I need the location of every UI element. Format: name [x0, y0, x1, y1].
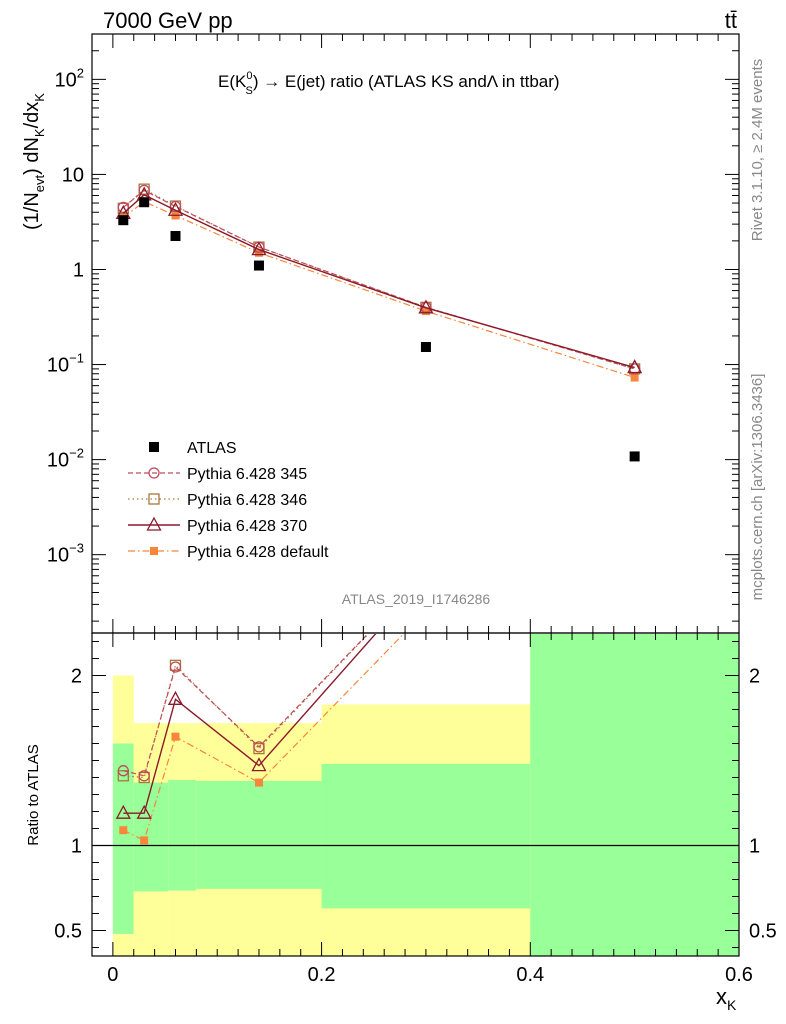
uncertainty-bands [92, 634, 739, 956]
legend-label-p370: Pythia 6.428 370 [187, 518, 307, 535]
ratio-point-p345-0 [117, 765, 129, 777]
main-point-pdef-4 [421, 307, 430, 316]
main-series-layer [115, 183, 643, 462]
main-point-p345-2 [169, 200, 182, 213]
legend-label-p345: Pythia 6.428 345 [187, 466, 307, 483]
main-ytick-label-1: 10−2 [47, 446, 84, 472]
ratio-series-layer [115, 569, 432, 845]
ratio-point-p370-1 [136, 804, 152, 819]
main-ytick-label-5: 102 [55, 65, 84, 91]
ratio-ytick-label-left-2: 2 [71, 666, 82, 688]
ratio-ytick-label-right-1: 1 [749, 836, 760, 858]
ratio-point-p345-2 [169, 661, 182, 673]
legend-marker-pdef [150, 547, 158, 555]
ratio-point-p345-3 [253, 741, 265, 753]
main-line-pdef [122, 201, 635, 379]
ratio-ytick-label-right-0: 0.5 [749, 921, 777, 943]
legend-marker-p346 [148, 493, 160, 505]
xtick-label-2: 0.4 [516, 964, 544, 986]
main-point-atlas-2 [170, 231, 181, 242]
mcplots-source-label: mcplots.cern.ch [arXiv:1306.3436] [749, 374, 766, 601]
main-point-pdef-3 [254, 248, 263, 257]
xtick-label-1: 0.2 [308, 964, 336, 986]
main-point-atlas-4 [420, 341, 431, 352]
x-axis-label: xK [716, 984, 737, 1013]
ratio-point-p345-4 [421, 569, 431, 579]
main-ytick-label-3: 1 [73, 259, 84, 281]
ratio-ytick-label-left-1: 1 [71, 836, 82, 858]
main-point-pdef-5 [630, 373, 639, 382]
legend-label-pdef: Pythia 6.428 default [187, 544, 329, 561]
xtick-label-0: 0 [107, 964, 118, 986]
header-process-label: tt̄ [725, 8, 737, 33]
main-y-axis-label: (1/Nevt) dNK/dxK [21, 93, 47, 230]
ratio-ytick-label-left-0: 0.5 [54, 921, 82, 943]
rivet-version-label: Rivet 3.1.10, ≥ 2.4M events [749, 59, 766, 242]
legend-label-atlas: ATLAS [187, 440, 237, 457]
ratio-point-pdef-0 [119, 826, 128, 835]
legend-label-p346: Pythia 6.428 346 [187, 492, 307, 509]
main-point-p370-2 [167, 201, 184, 216]
ratio-point-p370-3 [251, 757, 267, 772]
main-point-atlas-3 [253, 260, 264, 271]
ratio-point-p345-1 [138, 770, 150, 782]
ratio-y-axis-label: Ratio to ATLAS [25, 744, 42, 845]
main-line-p370 [122, 193, 635, 369]
main-line-p345 [122, 189, 635, 370]
legend-marker-p370 [146, 516, 162, 531]
band-inner-1 [133, 782, 169, 892]
main-point-p370-4 [418, 299, 434, 314]
main-point-atlas-0 [118, 215, 129, 226]
analysis-watermark: ATLAS_2019_I1746286 [342, 591, 491, 607]
header-energy-label: 7000 GeV pp [103, 8, 233, 33]
ratio-point-pdef-4 [422, 607, 430, 615]
chart-title: E(K0 S) → E(jet) ratio (ATLAS KS andΛ in … [218, 70, 560, 97]
ratio-point-p370-2 [167, 690, 184, 705]
legend: ATLAS Pythia 6.428 345 Pythia 6.428 346 Pyt… [128, 440, 329, 561]
band-inner-5 [530, 634, 739, 956]
ratio-ytick-label-right-2: 2 [749, 666, 760, 688]
ratio-point-pdef-3 [254, 778, 263, 787]
main-ytick-label-0: 10−3 [47, 541, 84, 567]
ratio-point-p346-4 [421, 569, 431, 579]
main-ytick-label-4: 10 [62, 164, 84, 186]
main-point-p370-3 [251, 241, 267, 256]
ratio-line-p345 [123, 634, 369, 777]
band-inner-4 [321, 763, 531, 909]
ratio-point-pdef-1 [140, 836, 149, 845]
main-point-atlas-1 [139, 197, 150, 208]
main-point-p370-5 [627, 359, 643, 374]
main-line-p346 [122, 188, 635, 370]
axis-ticks: 10−3 10−2 10−1 1 10 102 0 0.2 0.4 0.6 0.5 0.5 1 1 2 2 [47, 33, 777, 986]
band-inner-2 [168, 780, 197, 891]
xtick-label-3: 0.6 [725, 964, 753, 986]
ratio-point-p370-0 [115, 804, 131, 819]
legend-marker-p345 [148, 467, 160, 479]
band-inner-3 [196, 780, 322, 889]
ratio-point-pdef-2 [171, 732, 180, 741]
main-point-atlas-5 [629, 451, 640, 462]
band-inner-0 [112, 743, 134, 934]
main-ytick-label-2: 10−1 [47, 351, 84, 377]
legend-marker-atlas [149, 442, 159, 452]
ratio-point-p370-4 [419, 570, 432, 582]
